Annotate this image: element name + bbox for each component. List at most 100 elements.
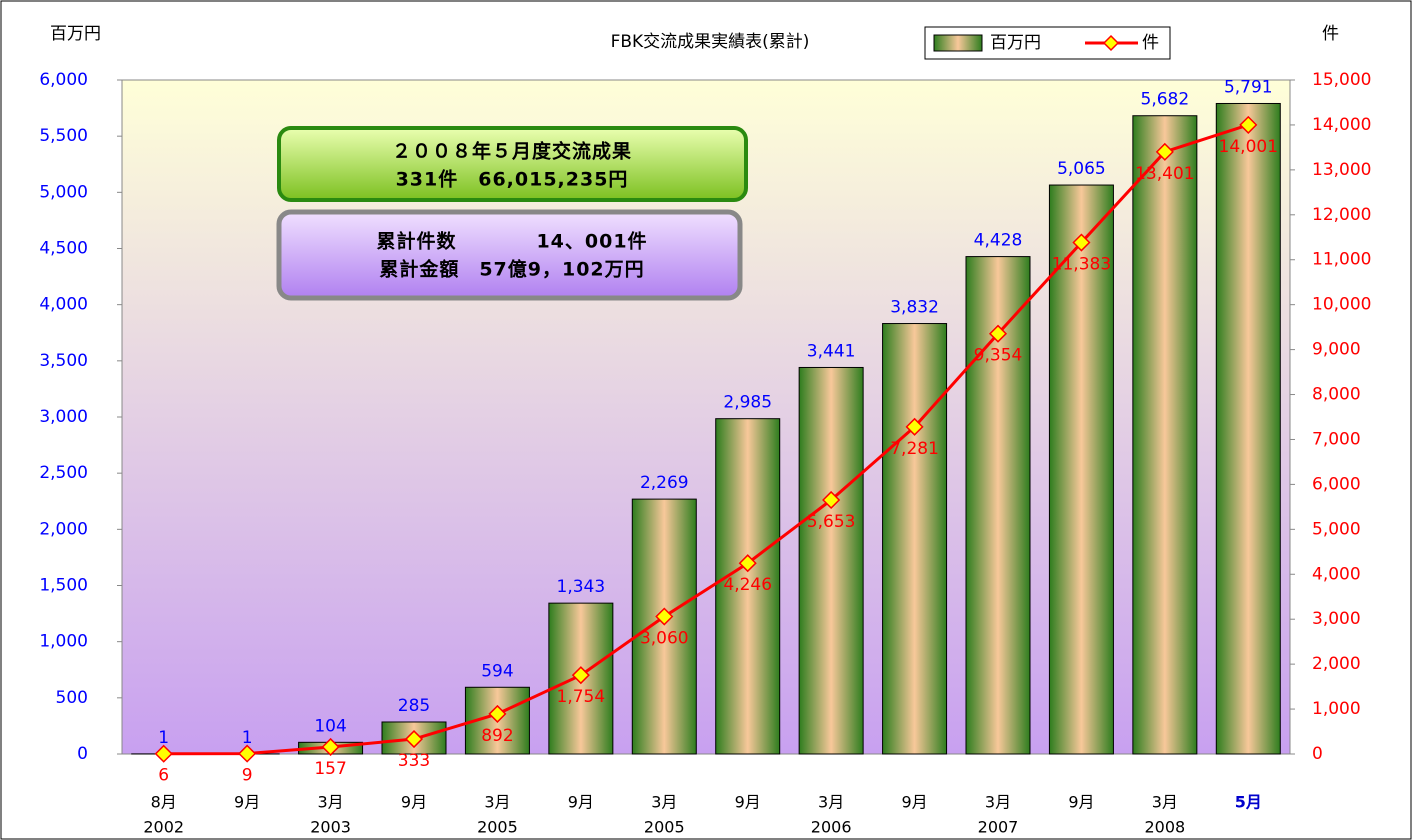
bar	[1215, 102, 1281, 755]
yticks-label: 4,000	[39, 295, 88, 315]
yticks-label: 1,000	[39, 632, 88, 652]
yticks-label: 3,000	[39, 407, 88, 427]
line-label: 9	[242, 766, 253, 786]
y2ticks-label: 4,000	[1312, 564, 1361, 584]
x-tick-label: 9月	[735, 793, 761, 812]
y2ticks-label: 14,000	[1312, 115, 1371, 135]
bar-label: 4,428	[974, 231, 1023, 251]
x-tick-year: 2002	[143, 818, 184, 837]
point	[154, 744, 173, 763]
point	[738, 554, 757, 573]
x-tick-year: 2005	[644, 818, 685, 837]
x-tick-label: 9月	[401, 793, 427, 812]
bar-label: 2,985	[723, 393, 772, 413]
line-label: 11,383	[1052, 255, 1111, 275]
x-tick-label: 9月	[901, 793, 927, 812]
yticks-label: 0	[77, 744, 88, 764]
line-label: 13,401	[1135, 164, 1194, 184]
x-tick-label: 8月	[151, 793, 177, 812]
point	[822, 490, 841, 510]
yticks-label: 5,500	[39, 126, 88, 146]
y2ticks-label: 8,000	[1312, 385, 1361, 405]
x-tick-year: 2007	[978, 818, 1019, 837]
bar-label: 1	[242, 728, 253, 748]
bar-label: 285	[398, 696, 430, 716]
yticks-label: 500	[56, 688, 88, 708]
annotation: 累計金額 57億9，102万円	[379, 258, 644, 281]
chart-title: FBK交流成果実績表(累計)	[611, 32, 810, 52]
x-tick-label: 3月	[317, 793, 343, 812]
legend-label: 件	[1142, 33, 1159, 53]
yticks-label: 1,500	[39, 576, 88, 596]
annotation: ２００８年５月度交流成果	[392, 140, 632, 163]
x-tick-label: 3月	[651, 793, 677, 812]
legend-swatch	[933, 34, 983, 52]
y2-axis-label: 件	[1322, 24, 1339, 44]
y2ticks-label: 5,000	[1312, 519, 1361, 539]
x-tick-label: 3月	[818, 793, 844, 812]
bar-label: 5,065	[1057, 159, 1106, 179]
x-tick-label: 9月	[1068, 793, 1094, 812]
bar-label: 5,791	[1224, 77, 1273, 97]
bar	[1132, 115, 1198, 755]
point	[988, 324, 1008, 343]
x-tick-label: 3月	[484, 793, 510, 812]
y2ticks-label: 0	[1312, 744, 1323, 764]
yticks-label: 2,000	[39, 519, 88, 539]
yticks-label: 3,500	[39, 351, 88, 371]
y2ticks-label: 13,000	[1312, 160, 1371, 180]
bar-label: 1	[158, 728, 169, 748]
point	[571, 666, 590, 685]
y2ticks-label: 3,000	[1312, 609, 1361, 629]
bar	[715, 418, 781, 755]
x-tick-year: 2008	[1144, 818, 1185, 837]
line-label: 6	[158, 766, 169, 786]
y2ticks-label: 11,000	[1312, 250, 1371, 270]
y-axis-label: 百万円	[50, 24, 101, 44]
point	[1155, 142, 1174, 161]
line-label: 14,001	[1219, 137, 1278, 157]
line-label: 4,246	[723, 575, 772, 595]
yticks-label: 2,500	[39, 463, 88, 483]
y2ticks-label: 1,000	[1312, 699, 1361, 719]
yticks-label: 6,000	[39, 70, 88, 90]
line-label: 1,754	[557, 687, 606, 707]
point	[488, 704, 507, 723]
y2ticks-label: 9,000	[1312, 340, 1361, 360]
bar-label: 2,269	[640, 473, 689, 493]
point	[238, 744, 257, 763]
annotation: 331件 66,015,235円	[396, 168, 629, 191]
line-label: 157	[314, 759, 346, 779]
annotation-box	[276, 209, 743, 301]
yticks-label: 4,500	[39, 239, 88, 259]
line	[163, 123, 1249, 756]
y2ticks-label: 12,000	[1312, 205, 1371, 225]
point	[321, 737, 340, 757]
point	[404, 729, 424, 749]
line-label: 892	[481, 726, 513, 746]
annotation-box	[277, 126, 748, 202]
bar-label: 1,343	[557, 577, 606, 597]
x-tick-label: 3月	[1152, 793, 1178, 812]
point	[1072, 233, 1091, 252]
point	[1239, 115, 1258, 134]
x-tick-year: 2003	[310, 818, 351, 837]
legend-label: 百万円	[990, 33, 1041, 53]
line-label: 3,060	[640, 629, 689, 649]
bar-label: 3,832	[890, 298, 939, 318]
bar	[798, 366, 864, 755]
x-tick-label: 9月	[568, 793, 594, 812]
annotation: 累計件数 14、001件	[376, 230, 647, 253]
point	[655, 607, 674, 626]
line-label: 5,653	[807, 512, 856, 532]
y2ticks-label: 15,000	[1312, 70, 1371, 90]
legend-swatch	[1102, 34, 1120, 52]
x-tick-year: 2006	[811, 818, 852, 837]
line-label: 333	[398, 751, 430, 771]
x-tick-label: 3月	[985, 793, 1011, 812]
bar-label: 594	[481, 661, 513, 681]
yticks-label: 5,000	[39, 182, 88, 202]
bar-label: 104	[314, 716, 346, 736]
y2ticks-label: 2,000	[1312, 654, 1361, 674]
